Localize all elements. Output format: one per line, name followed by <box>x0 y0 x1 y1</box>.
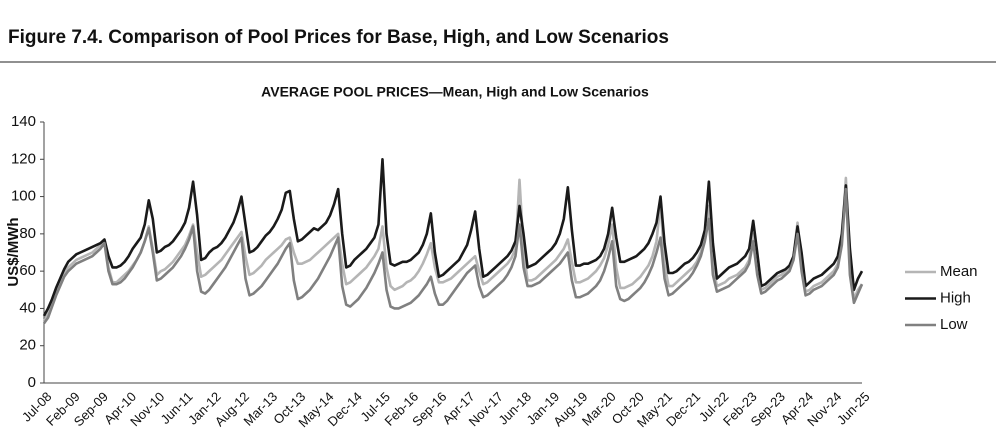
series-line <box>42 187 864 325</box>
x-tick-label: Jun-25 <box>834 389 873 428</box>
y-tick-label: 60 <box>19 262 36 279</box>
legend-label: Mean <box>940 263 978 280</box>
y-axis-label: US$/MWh <box>5 217 22 286</box>
legend-label: Low <box>940 316 968 333</box>
y-tick-label: 0 <box>28 374 36 391</box>
y-tick-label: 140 <box>11 113 36 130</box>
series-line <box>42 157 864 317</box>
chart-title: AVERAGE POOL PRICES—Mean, High and Low S… <box>261 84 649 100</box>
figure-title: Figure 7.4. Comparison of Pool Prices fo… <box>8 27 669 48</box>
y-tick-label: 40 <box>19 299 36 316</box>
y-tick-label: 100 <box>11 188 36 205</box>
y-tick-label: 20 <box>19 337 36 354</box>
y-tick-label: 80 <box>19 225 36 242</box>
legend-label: High <box>940 289 971 306</box>
series-line <box>42 176 864 323</box>
y-tick-label: 120 <box>11 150 36 167</box>
